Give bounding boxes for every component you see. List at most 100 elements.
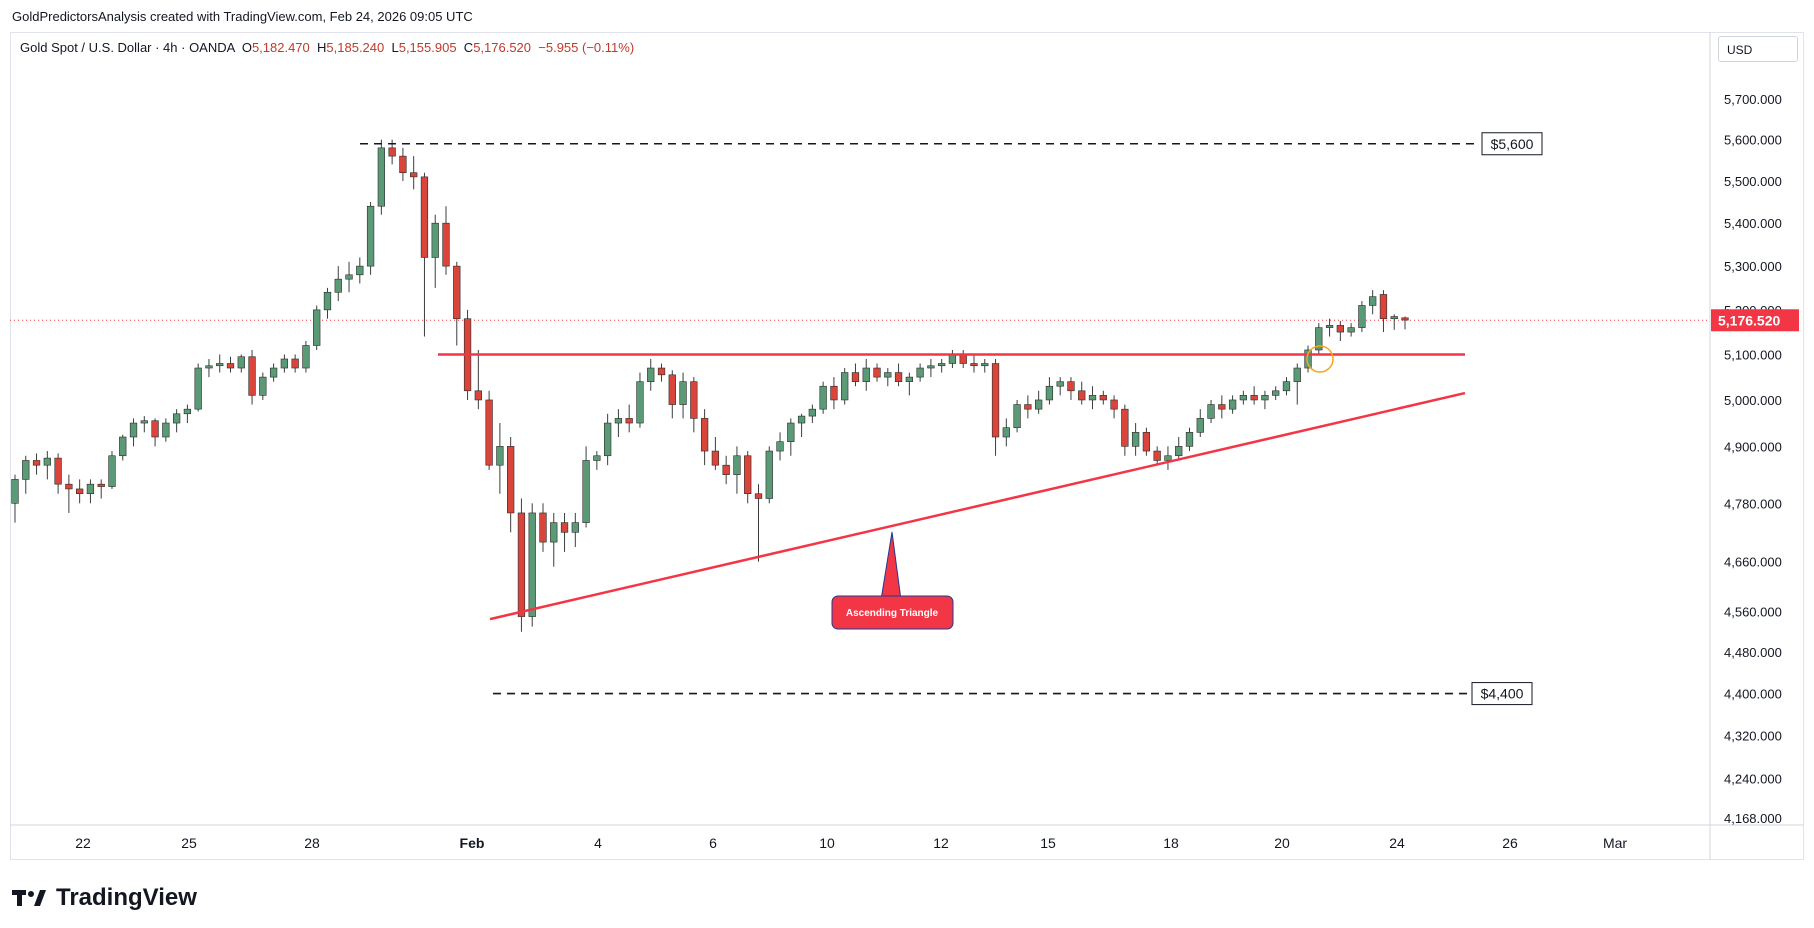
candle-body <box>1282 381 1291 392</box>
candle-body <box>1379 294 1388 320</box>
candle-body <box>356 265 364 276</box>
currency-selector[interactable]: USD <box>1718 36 1798 62</box>
x-tick-label: 24 <box>1389 835 1405 851</box>
brand-name: TradingView <box>56 884 197 911</box>
candle-body <box>280 358 289 369</box>
y-tick-label: 5,300.000 <box>1724 259 1782 274</box>
candle-body <box>226 363 235 369</box>
candle-body <box>302 345 310 369</box>
support-trendline <box>489 391 1466 621</box>
change-value: −5.955 (−0.11%) <box>538 40 635 55</box>
candle-body <box>474 390 482 401</box>
candle-body <box>323 291 332 311</box>
candle-body <box>162 422 170 438</box>
candle-body <box>431 222 439 258</box>
candle-body <box>269 367 278 378</box>
candle-body <box>129 422 138 438</box>
y-tick-label: 5,000.000 <box>1724 393 1782 408</box>
x-tick-label: 25 <box>181 835 197 851</box>
candle-body <box>700 418 709 452</box>
candle-body <box>54 457 62 485</box>
candle-body <box>1002 427 1010 438</box>
candle-body <box>765 450 773 499</box>
candle-body <box>1401 317 1409 321</box>
candle-body <box>668 374 676 405</box>
candle-body <box>216 363 224 367</box>
candle-body <box>927 365 935 369</box>
open-label: O <box>241 40 252 55</box>
candle-body <box>711 450 720 466</box>
y-tick-label: 4,240.000 <box>1724 772 1782 787</box>
candle-body <box>237 356 245 369</box>
candle-body <box>1110 399 1118 410</box>
y-tick-label: 4,168.000 <box>1724 811 1782 826</box>
high-label: H <box>317 40 327 55</box>
close-label: C <box>463 40 474 55</box>
candle-body <box>410 172 418 178</box>
candle-body <box>819 385 827 410</box>
candle-body <box>366 205 375 267</box>
x-tick-label: 28 <box>304 835 320 851</box>
chart-frame <box>10 32 1804 860</box>
candle-body <box>593 455 601 461</box>
candle-body <box>259 376 267 396</box>
candle-body <box>1358 305 1366 328</box>
candle-body <box>1153 450 1161 461</box>
low-label: L <box>391 40 399 55</box>
candle-body <box>1142 432 1151 452</box>
candle-body <box>442 222 450 267</box>
candle-body <box>1185 432 1194 447</box>
level-label-box <box>1481 132 1543 156</box>
x-tick-label: 12 <box>933 835 949 851</box>
candle-body <box>377 147 385 207</box>
symbol-title[interactable]: Gold Spot / U.S. Dollar · 4h · OANDA <box>20 40 235 55</box>
close-value: 5,176.520 <box>473 40 532 55</box>
candle-body <box>657 367 666 376</box>
candle-body <box>1175 446 1183 457</box>
candle-body <box>1131 432 1140 447</box>
candle-body <box>1228 399 1237 410</box>
level-label-box <box>1471 682 1533 706</box>
current-price-label: 5,176.520 <box>1718 312 1780 328</box>
candle-body <box>1293 367 1301 382</box>
x-tick-label: 20 <box>1274 835 1290 851</box>
candle-body <box>517 512 526 617</box>
candle-body <box>172 413 181 424</box>
candle-body <box>1013 404 1021 428</box>
candle-body <box>205 365 213 369</box>
candle-body <box>894 372 903 382</box>
candle-body <box>291 358 299 369</box>
candle-body <box>582 460 590 523</box>
candle-body <box>1272 390 1280 396</box>
y-tick-label: 4,400.000 <box>1724 687 1782 702</box>
candle-body <box>830 385 838 401</box>
candle-body <box>787 422 795 442</box>
low-value: 5,155.905 <box>398 40 457 55</box>
candle-body <box>550 522 558 543</box>
ohlc-legend: Gold Spot / U.S. Dollar · 4h · OANDA O 5,… <box>20 40 634 55</box>
candle-body <box>560 522 569 533</box>
candle-body <box>603 422 612 457</box>
candle-body <box>614 418 623 424</box>
x-tick-label: 26 <box>1502 835 1518 851</box>
candle-body <box>97 483 105 487</box>
x-tick-label: 22 <box>75 835 91 851</box>
candle-body <box>905 376 913 382</box>
candle-body <box>1315 327 1323 351</box>
y-tick-label: 4,900.000 <box>1724 439 1782 454</box>
candle-body <box>1078 390 1086 401</box>
candle-body <box>625 418 633 424</box>
y-tick-label: 5,400.000 <box>1724 216 1782 231</box>
candle-body <box>1067 381 1075 392</box>
x-tick-label: 15 <box>1040 835 1056 851</box>
candle-body <box>507 446 515 514</box>
candle-body <box>981 363 989 367</box>
candle-body <box>970 363 978 367</box>
brand-logo[interactable]: TradingView <box>12 884 197 912</box>
candle-body <box>334 278 342 293</box>
pattern-label-box <box>831 595 954 630</box>
candle-body <box>1369 296 1377 306</box>
candle-body <box>1325 325 1334 328</box>
candle-body <box>11 479 19 504</box>
